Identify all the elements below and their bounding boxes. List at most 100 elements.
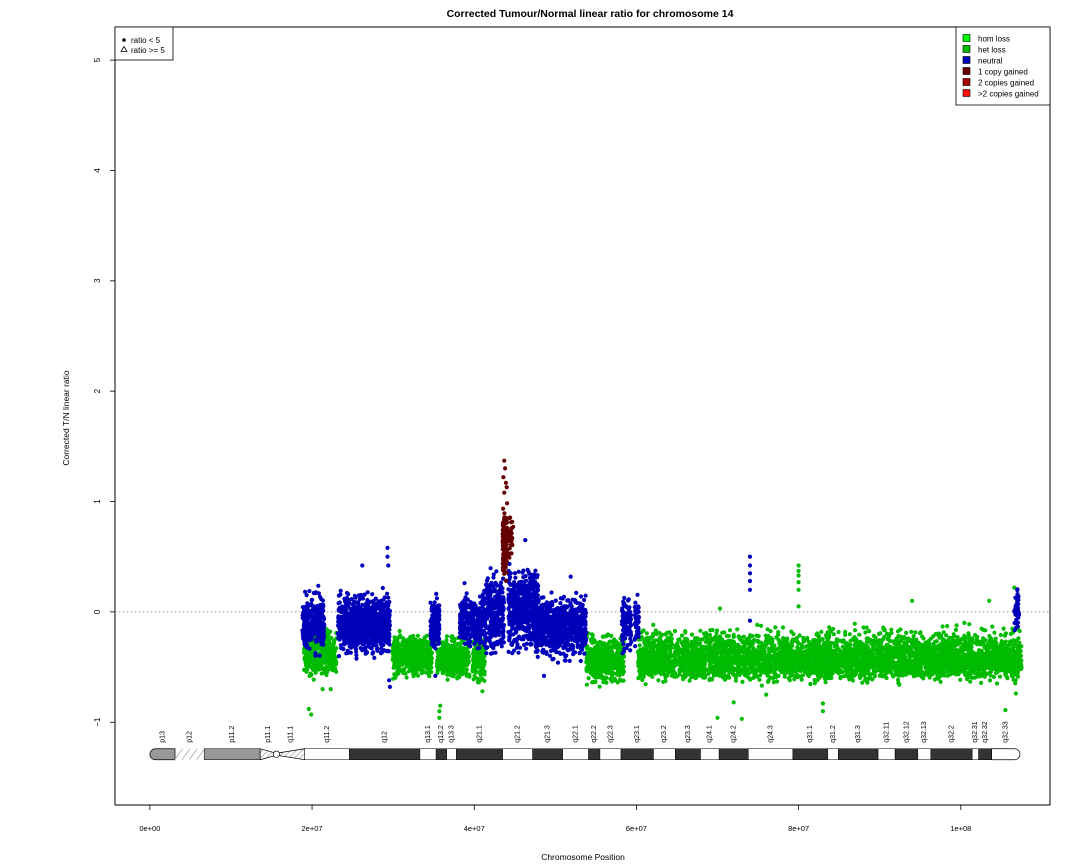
data-point bbox=[435, 665, 440, 670]
data-point bbox=[621, 678, 626, 683]
data-point bbox=[303, 650, 308, 655]
data-point bbox=[651, 622, 656, 628]
data-point bbox=[762, 645, 767, 650]
data-point bbox=[600, 676, 605, 681]
data-point bbox=[615, 641, 620, 646]
data-point bbox=[445, 677, 450, 682]
data-point bbox=[453, 653, 458, 659]
data-point bbox=[932, 666, 938, 671]
data-point bbox=[476, 664, 481, 669]
data-point bbox=[302, 667, 307, 673]
data-points bbox=[300, 458, 1024, 722]
data-point bbox=[315, 657, 320, 662]
data-point bbox=[650, 674, 655, 680]
data-point bbox=[392, 672, 397, 677]
data-point bbox=[302, 657, 307, 662]
data-point bbox=[600, 643, 605, 649]
data-point bbox=[975, 634, 980, 640]
x-tick-label: 6e+07 bbox=[626, 824, 647, 833]
data-point bbox=[396, 670, 401, 675]
data-point bbox=[656, 678, 661, 683]
data-point bbox=[607, 639, 612, 645]
data-point bbox=[595, 663, 600, 668]
data-point bbox=[584, 682, 590, 687]
data-point bbox=[331, 646, 336, 651]
data-point bbox=[422, 650, 427, 655]
data-point bbox=[396, 652, 401, 657]
data-point bbox=[867, 629, 872, 634]
data-point bbox=[329, 635, 334, 640]
data-point bbox=[444, 660, 449, 665]
data-point bbox=[1003, 631, 1009, 636]
data-point bbox=[422, 662, 427, 668]
data-point bbox=[972, 675, 977, 680]
data-point bbox=[727, 628, 733, 633]
data-point bbox=[305, 667, 310, 672]
data-point bbox=[472, 652, 477, 658]
y-tick-label: 5 bbox=[93, 57, 102, 62]
data-point bbox=[392, 653, 398, 658]
data-point bbox=[999, 639, 1004, 644]
data-point bbox=[735, 627, 740, 632]
data-point bbox=[698, 628, 703, 633]
data-point bbox=[425, 642, 430, 647]
data-point bbox=[452, 639, 457, 644]
data-point bbox=[448, 657, 453, 662]
data-point bbox=[668, 649, 673, 654]
data-point bbox=[393, 657, 398, 662]
x-axis: 0e+00 2e+07 4e+07 6e+07 8e+07 1e+08 bbox=[139, 805, 971, 833]
data-point bbox=[308, 641, 313, 646]
data-point bbox=[452, 668, 457, 673]
data-point bbox=[451, 674, 456, 679]
data-point bbox=[661, 679, 666, 685]
data-point bbox=[797, 651, 802, 656]
data-point bbox=[397, 662, 402, 667]
data-point bbox=[482, 672, 487, 677]
data-point bbox=[411, 633, 416, 639]
data-point bbox=[913, 630, 918, 635]
data-point bbox=[471, 662, 476, 667]
data-point bbox=[328, 629, 333, 634]
y-tick-label: −1 bbox=[93, 717, 102, 727]
data-point bbox=[927, 675, 932, 680]
data-point bbox=[604, 675, 609, 680]
data-point bbox=[932, 677, 938, 682]
data-point bbox=[411, 649, 416, 654]
data-point bbox=[447, 665, 452, 670]
data-point bbox=[853, 628, 858, 633]
data-point bbox=[932, 650, 937, 655]
data-point bbox=[799, 642, 804, 647]
data-point bbox=[415, 673, 420, 678]
data-point bbox=[757, 677, 762, 682]
data-point bbox=[616, 669, 621, 674]
y-tick-label: 4 bbox=[93, 168, 102, 173]
data-point bbox=[794, 636, 799, 641]
data-point bbox=[605, 661, 610, 666]
data-point bbox=[993, 636, 998, 641]
data-point bbox=[600, 669, 605, 674]
data-point bbox=[780, 625, 786, 630]
data-point bbox=[400, 662, 405, 667]
data-point bbox=[311, 677, 316, 682]
data-point bbox=[406, 637, 411, 642]
data-point bbox=[644, 631, 649, 636]
data-point bbox=[610, 664, 615, 670]
data-point bbox=[464, 667, 469, 672]
data-point bbox=[459, 651, 464, 657]
data-point bbox=[590, 667, 595, 672]
data-point bbox=[460, 672, 465, 677]
data-point bbox=[316, 645, 321, 650]
data-point bbox=[796, 647, 801, 652]
data-point bbox=[414, 648, 419, 653]
data-point bbox=[988, 669, 994, 674]
data-point bbox=[683, 630, 688, 635]
data-point bbox=[307, 673, 312, 679]
data-point bbox=[990, 624, 995, 629]
data-point bbox=[831, 641, 836, 646]
data-point bbox=[586, 676, 591, 681]
data-point bbox=[587, 666, 592, 671]
data-point bbox=[731, 634, 736, 640]
data-point bbox=[422, 635, 427, 640]
data-point bbox=[429, 651, 434, 656]
data-point bbox=[461, 646, 466, 651]
